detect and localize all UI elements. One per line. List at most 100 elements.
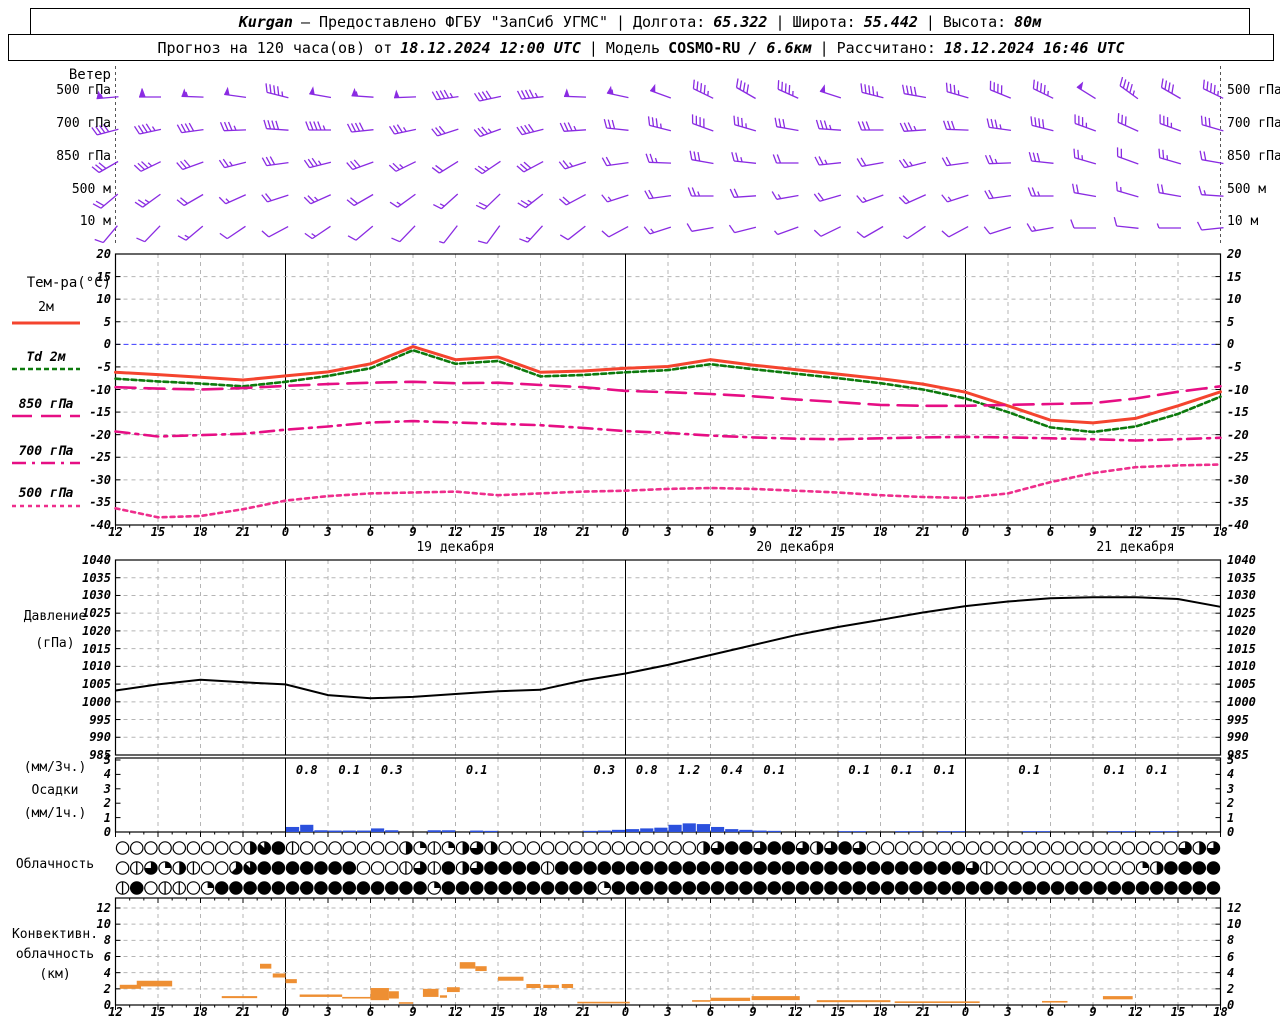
conv-title-1: Конвективн. [11,927,99,942]
wind-level-label: 10 м [79,214,111,229]
calc-time: 18.12.2024 16:46 UTC [943,38,1125,57]
wind-level-label: 500 гПа [56,83,111,98]
tick-label: 985 [1227,748,1249,762]
time-label: 3 [324,1005,332,1019]
wind-level-label: 700 гПа [1227,116,1280,131]
legend-label-500: 500 гПа [18,486,74,501]
pressure-title-1: Давление [23,609,87,624]
precip-3h-value: 0.1 [890,763,913,777]
time-label: 18 [1213,1005,1228,1019]
time-label: 9 [409,525,417,539]
alt-label: Высота: [942,13,1007,31]
tick-label: 1030 [1227,588,1256,603]
time-label: 21 [575,1005,591,1019]
time-label: 21 [235,1005,251,1019]
tick-label: -35 [1227,495,1249,510]
tick-label: 2 [103,981,111,996]
tick-label: -15 [1227,405,1249,420]
tick-label: 3 [1227,781,1235,796]
precip-3h-value: 0.4 [720,763,743,777]
tick-label: 1000 [82,694,111,709]
tick-label: 8 [1227,933,1235,948]
tick-label: -15 [89,405,111,420]
time-label: 18 [533,1005,548,1019]
separator: | [615,13,626,31]
temp-panel-title: Тем-ра(°C) [26,275,111,291]
tick-label: 20 [1227,247,1242,261]
tick-label: -35 [89,495,111,510]
tick-label: 1015 [1227,641,1256,656]
separator: | [819,38,829,57]
tick-label: 1 [1227,810,1235,825]
tick-label: 1 [103,810,111,825]
tick-label: 5 [1227,314,1235,329]
tick-label: -20 [1227,427,1249,442]
header-line-1: Kurgan — Предоставлено ФГБУ "ЗапСиб УГМС… [30,8,1250,36]
legend-label-t2m: 2м [38,300,54,315]
tick-label: -25 [1227,450,1249,465]
header-line-2: Прогноз на 120 часа(ов) от 18.12.2024 12… [8,34,1274,61]
time-label: 6 [706,1005,715,1019]
time-label: 9 [1089,525,1097,539]
time-label: 18 [873,525,888,539]
tick-label: 3 [103,781,111,796]
tick-label: 990 [89,730,111,745]
time-label: 6 [706,525,715,539]
tick-label: 4 [103,767,111,782]
tick-label: 4 [1227,767,1235,782]
tick-label: 1030 [82,588,111,603]
tick-label: 5 [103,753,111,767]
tick-label: 4 [103,965,111,980]
tick-label: -10 [1227,382,1249,397]
lat-value: 55.442 [863,13,918,31]
legend-label-td2m: Td 2м [26,350,66,365]
legend-label-700: 700 гПа [18,444,74,459]
time-label: 18 [873,1005,888,1019]
time-label: 21 [915,525,931,539]
tick-label: -25 [89,450,111,465]
tick-label: 0 [1227,825,1235,839]
time-label: 12 [448,1005,463,1019]
time-label: 0 [961,525,970,539]
tick-label: 1020 [1227,623,1256,638]
precip-3h-value: 0.8 [295,763,318,777]
precip-3h-value: 0.1 [933,763,956,777]
tick-label: 20 [96,247,111,261]
precip-3h-value: 1.2 [678,763,701,777]
time-label: 0 [961,1005,970,1019]
tick-label: 1005 [82,677,111,692]
legend-label-850: 850 гПа [18,397,74,412]
tick-label: 6 [1227,949,1235,964]
tick-label: -30 [1227,472,1249,487]
conv-title-3: (км) [39,967,71,982]
wind-level-label: 850 гПа [56,149,111,164]
date-label: 20 декабря [756,540,835,555]
tick-label: 10 [1227,292,1242,307]
time-label: 21 [575,525,591,539]
provider-text: — Предоставлено ФГБУ "ЗапСиб УГМС" [300,13,608,31]
tick-label: 0 [1227,337,1235,352]
alt-value: 80м [1014,13,1042,31]
time-label: 0 [281,525,290,539]
time-label: 15 [490,1005,506,1019]
time-label: 12 [788,1005,803,1019]
time-label: 12 [108,525,123,539]
time-label: 15 [1170,525,1186,539]
wind-level-label: 850 гПа [1227,149,1280,164]
time-label: 0 [621,1005,630,1019]
tick-label: 15 [96,269,111,284]
tick-label: 1010 [1227,659,1256,674]
separator: | [925,13,935,31]
time-label: 15 [830,1005,846,1019]
tick-label: -40 [1227,518,1249,532]
conv-title-2: облачность [15,947,95,962]
tick-label: 12 [96,901,111,915]
tick-label: 1005 [1227,677,1256,692]
tick-label: 0 [103,825,111,839]
wind-level-label: 500 м [71,182,111,197]
tick-label: 2 [103,796,111,811]
time-label: 12 [788,525,803,539]
tick-label: 1025 [1227,606,1256,621]
time-label: 12 [1128,525,1143,539]
